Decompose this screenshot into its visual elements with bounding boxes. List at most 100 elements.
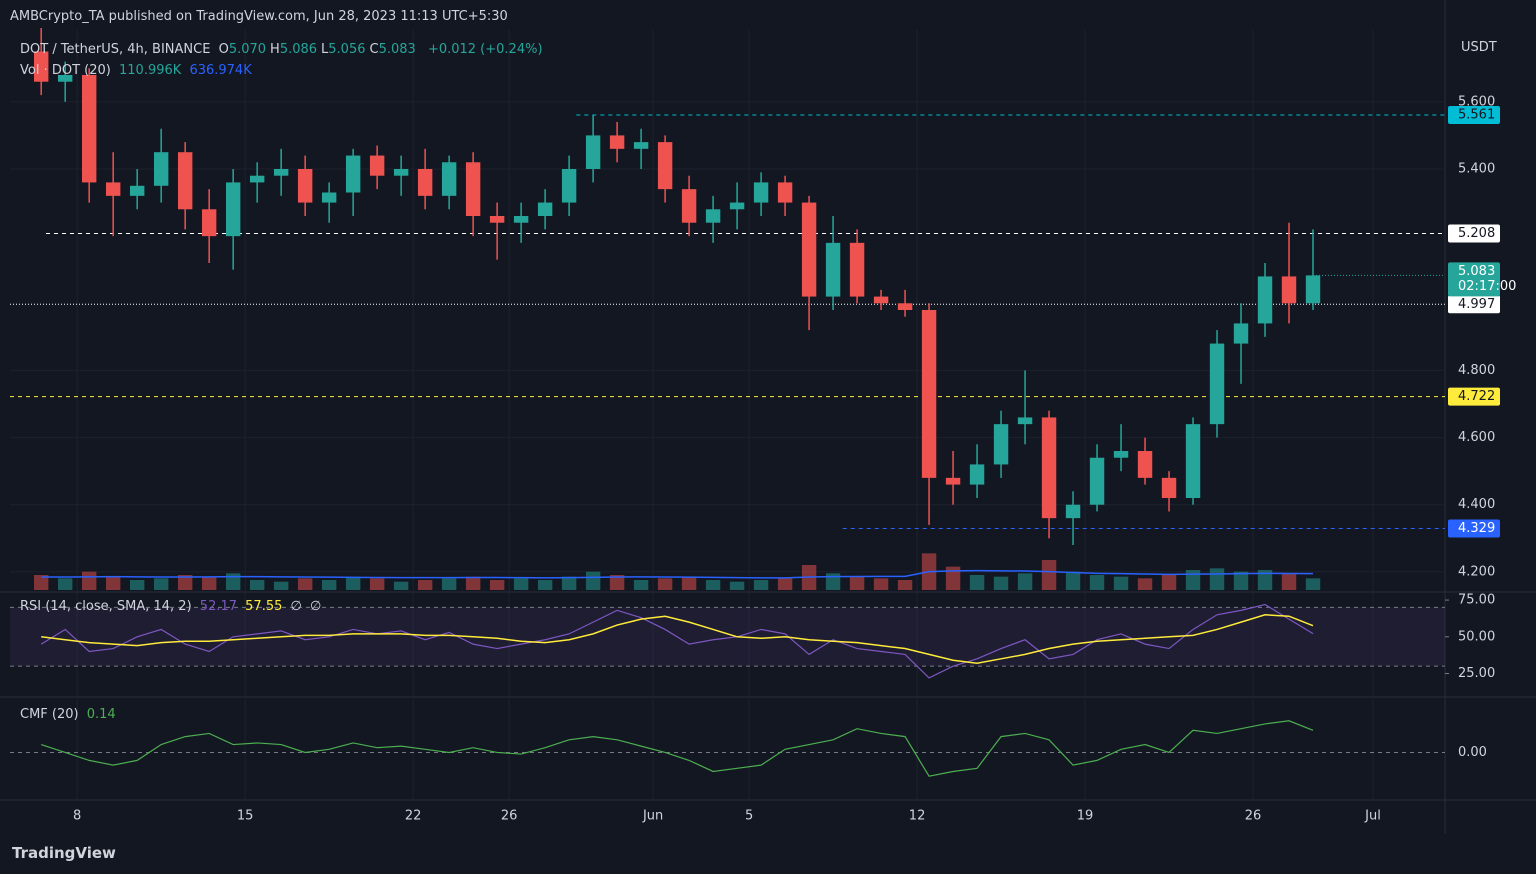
volume-bar (417, 580, 433, 590)
candle-body (1233, 323, 1249, 344)
candle-body (825, 242, 841, 297)
volume-title: Vol · DOT (20) (20, 63, 111, 78)
candle-body (345, 155, 361, 193)
volume-bar (81, 571, 97, 590)
rsi-value: 52.17 (199, 599, 238, 614)
candle-body (129, 185, 145, 196)
candle-body (921, 310, 937, 478)
x-tick-label: 12 (909, 809, 926, 824)
x-tick-label: 26 (1245, 809, 1262, 824)
candle-body (369, 155, 385, 176)
candle-body (489, 215, 505, 223)
volume-value: 110.996K (119, 63, 182, 78)
brand: TradingView (12, 844, 116, 862)
volume-bar (273, 581, 289, 590)
volume-bar (153, 578, 169, 590)
rsi-line (40, 603, 1314, 679)
rsi-title: RSI (14, close, SMA, 14, 2) (20, 599, 192, 614)
candle-body (729, 202, 745, 210)
x-tick-label: 26 (501, 809, 518, 824)
candle-body (153, 152, 169, 186)
volume-bar (1017, 573, 1033, 590)
volume-bar (105, 576, 121, 590)
volume-bar (1281, 573, 1297, 590)
candle-body (393, 168, 409, 176)
x-tick-label: 5 (745, 809, 753, 824)
candle-body (1257, 276, 1273, 324)
candle-body (321, 192, 337, 203)
volume-bar (585, 571, 601, 590)
volume-bar (1041, 560, 1057, 590)
candle-body (105, 182, 121, 196)
volume-bar (1065, 571, 1081, 590)
y-tick-label: 4.200 (1458, 564, 1495, 579)
candle-body (705, 209, 721, 223)
volume-bar (897, 580, 913, 590)
volume-bar (249, 580, 265, 590)
candle-body (33, 51, 49, 82)
y-tick-label: 4.400 (1458, 497, 1495, 512)
volume-bar (345, 576, 361, 590)
candle-body (537, 202, 553, 216)
y-tick-label: 4.600 (1458, 430, 1495, 445)
candle-body (1281, 276, 1297, 304)
volume-bar (873, 578, 889, 590)
current-price-bg (1448, 262, 1500, 297)
cmf-value: 0.14 (86, 707, 116, 722)
candle-body (633, 142, 649, 149)
volume-bar (537, 580, 553, 590)
volume-bar (489, 580, 505, 590)
candle-body (561, 168, 577, 203)
cmf-tick-label: 0.00 (1458, 745, 1487, 760)
volume-bar (1233, 571, 1249, 590)
level-label: 4.997 (1458, 297, 1495, 312)
volume-legend: Vol · DOT (20) 110.996K 636.974K (20, 63, 256, 78)
candle-body (897, 303, 913, 310)
candle-body (273, 168, 289, 176)
ohlc-value: 5.070 (228, 42, 267, 57)
volume-bar (33, 575, 49, 590)
volume-bar (393, 581, 409, 590)
volume-bar (753, 580, 769, 590)
candle-body (297, 168, 313, 203)
x-tick-label: 8 (73, 809, 81, 824)
candle-body (801, 202, 817, 297)
volume-bar (129, 580, 145, 590)
candle-body (1185, 424, 1201, 499)
volume-bar (1137, 578, 1153, 590)
cmf-legend: CMF (20) 0.14 (20, 707, 120, 722)
volume-bar (1209, 568, 1225, 590)
volume-bar (945, 566, 961, 590)
candle-body (1041, 417, 1057, 519)
candle-body (441, 162, 457, 196)
candle-body (753, 182, 769, 203)
candle-body (945, 477, 961, 485)
ohlc: O5.070 H5.086 L5.056 C5.083 (219, 42, 420, 57)
candle-body (57, 74, 73, 82)
volume-bar (1113, 576, 1129, 590)
level-label-bg (1448, 295, 1500, 314)
level-label-bg (1448, 105, 1500, 124)
candle-body (1137, 451, 1153, 478)
volume-bar (969, 575, 985, 590)
candle-body (609, 135, 625, 149)
candle-body (1065, 504, 1081, 519)
volume-bar (297, 578, 313, 590)
level-label: 4.329 (1458, 521, 1495, 536)
volume-ma-value: 636.974K (189, 63, 252, 78)
candle-body (177, 152, 193, 210)
candle-body (417, 168, 433, 196)
candle-body (1161, 477, 1177, 499)
ohlc-key: C (369, 42, 379, 57)
volume-bar (825, 573, 841, 590)
ohlc-key: H (270, 42, 280, 57)
volume-bar (321, 580, 337, 590)
y-tick-label: 4.800 (1458, 363, 1495, 378)
candle-body (1305, 275, 1321, 304)
volume-bar (1089, 575, 1105, 590)
cmf-line (41, 720, 1314, 777)
candle-body (873, 296, 889, 304)
volume-bar (465, 576, 481, 590)
